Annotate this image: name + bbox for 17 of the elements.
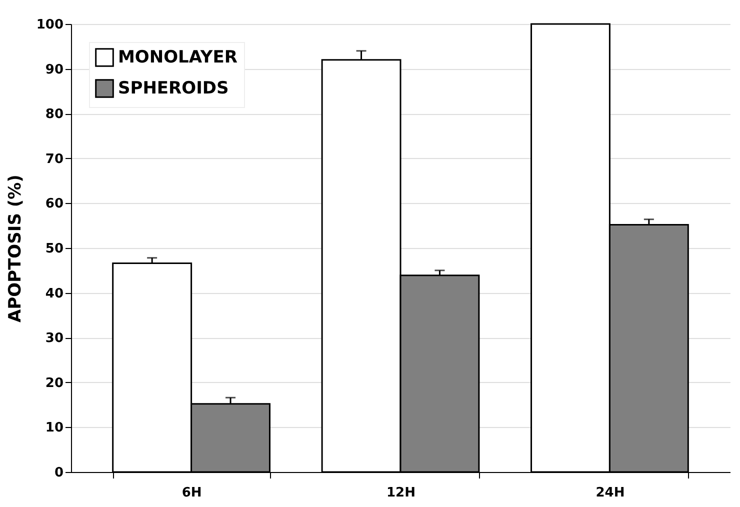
y-axis-title: APOPTOSIS (%) xyxy=(5,174,26,322)
y-tick-label: 0 xyxy=(54,466,64,480)
y-tick-label: 100 xyxy=(36,18,64,32)
legend-label: MONOLAYER xyxy=(118,48,238,68)
legend-label: SPHEROIDS xyxy=(118,78,229,98)
x-tick-label: 24H xyxy=(596,486,625,500)
y-tick-label: 90 xyxy=(45,62,64,78)
y-tick-label: 40 xyxy=(45,286,64,302)
x-tick-label: 12H xyxy=(386,486,416,500)
y-tick-label: 70 xyxy=(45,152,64,167)
y-tick-label: 60 xyxy=(45,196,64,212)
y-tick-label: 20 xyxy=(45,376,64,391)
y-tick-label: 30 xyxy=(45,331,64,346)
y-tick-label: 80 xyxy=(45,107,64,122)
y-tick-label: 10 xyxy=(45,420,64,436)
y-tick-label: 50 xyxy=(45,242,64,256)
x-tick-label: 6H xyxy=(182,486,202,500)
